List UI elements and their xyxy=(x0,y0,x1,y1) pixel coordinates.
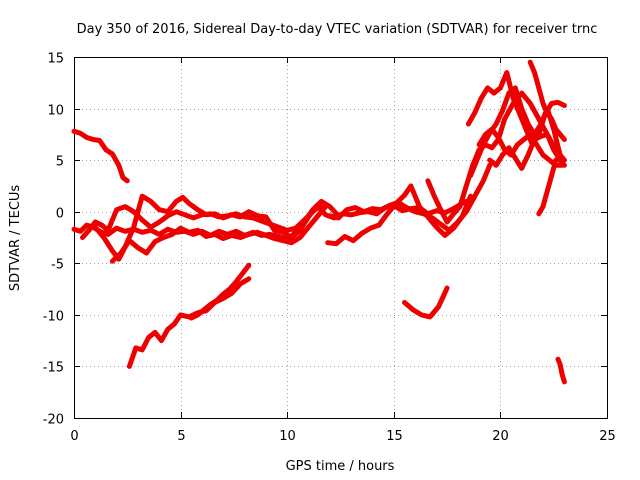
series-line-s6 xyxy=(126,276,252,369)
x-tick-label: 10 xyxy=(279,429,296,444)
x-tick-label: 25 xyxy=(599,429,616,444)
x-tick-label: 20 xyxy=(492,429,509,444)
y-tick-label: -10 xyxy=(43,310,64,325)
y-tick-label: 0 xyxy=(56,207,64,222)
series-line-s14 xyxy=(476,126,565,168)
x-tick-label: 5 xyxy=(177,429,185,444)
series-line-s9 xyxy=(327,162,493,233)
series-line-s1 xyxy=(71,128,130,184)
x-tick-label: 15 xyxy=(386,429,403,444)
y-axis-label: SDTVAR / TECUs xyxy=(8,185,23,292)
series-line-s8 xyxy=(325,183,474,247)
y-tick-label: 5 xyxy=(56,155,64,170)
y-tick-label: 10 xyxy=(47,104,64,119)
data-series xyxy=(71,59,567,385)
series-line-s15 xyxy=(487,131,567,171)
series-line-s17 xyxy=(536,157,559,217)
y-tick-label: -20 xyxy=(43,413,64,428)
axis-ticks: 0 5 10 15 20 25 -20 -15 -10 -5 0 5 10 15 xyxy=(43,52,616,445)
series-line-s10 xyxy=(402,285,450,320)
x-tick-label: 0 xyxy=(70,429,78,444)
series-line-s11 xyxy=(425,90,567,225)
x-axis-label: GPS time / hours xyxy=(286,459,395,474)
series-line-s4 xyxy=(80,202,324,240)
series-line-s5 xyxy=(109,204,329,264)
series-line-s12 xyxy=(465,70,567,148)
y-tick-label: 15 xyxy=(47,52,64,67)
series-line-s18 xyxy=(555,356,567,385)
chart-title: Day 350 of 2016, Sidereal Day-to-day VTE… xyxy=(77,22,598,37)
plot-frame xyxy=(74,57,608,419)
y-tick-label: -5 xyxy=(51,258,64,273)
series-line-s7 xyxy=(188,262,252,321)
y-tick-label: -15 xyxy=(43,361,64,376)
series-line-s16 xyxy=(527,59,567,142)
